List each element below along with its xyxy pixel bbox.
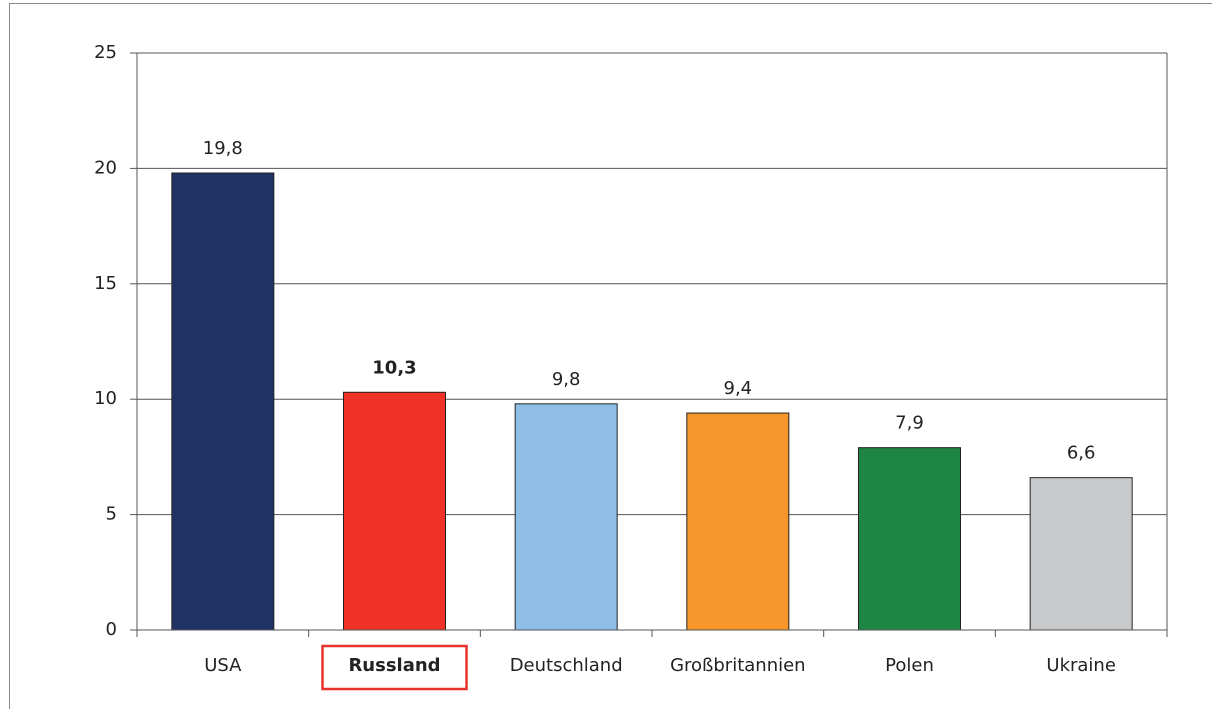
x-tick-label: Russland [348,655,440,676]
bar [858,447,961,631]
y-tick-label: 0 [106,619,117,640]
x-tick-label: Großbritannien [670,655,806,676]
y-tick-label: 5 [106,504,117,525]
bar [343,391,446,631]
y-tick-label: 20 [94,157,117,178]
x-tick-label: USA [204,655,242,676]
x-tick-label: Polen [885,655,934,676]
value-label: 9,8 [552,369,581,390]
bar [514,403,618,631]
bar [171,172,275,631]
value-label: 19,8 [203,138,243,159]
x-tick-label: Ukraine [1046,655,1116,676]
value-label: 10,3 [372,357,416,378]
bar [686,412,790,631]
value-label: 9,4 [724,378,753,399]
y-tick-label: 25 [94,42,117,63]
frame [9,3,1212,709]
y-tick-label: 15 [94,273,117,294]
bar [1029,477,1133,631]
x-tick-label: Deutschland [510,655,623,676]
value-label: 7,9 [895,413,924,434]
highlight-box [321,644,468,691]
value-label: 6,6 [1067,443,1096,464]
y-tick-label: 10 [94,388,117,409]
